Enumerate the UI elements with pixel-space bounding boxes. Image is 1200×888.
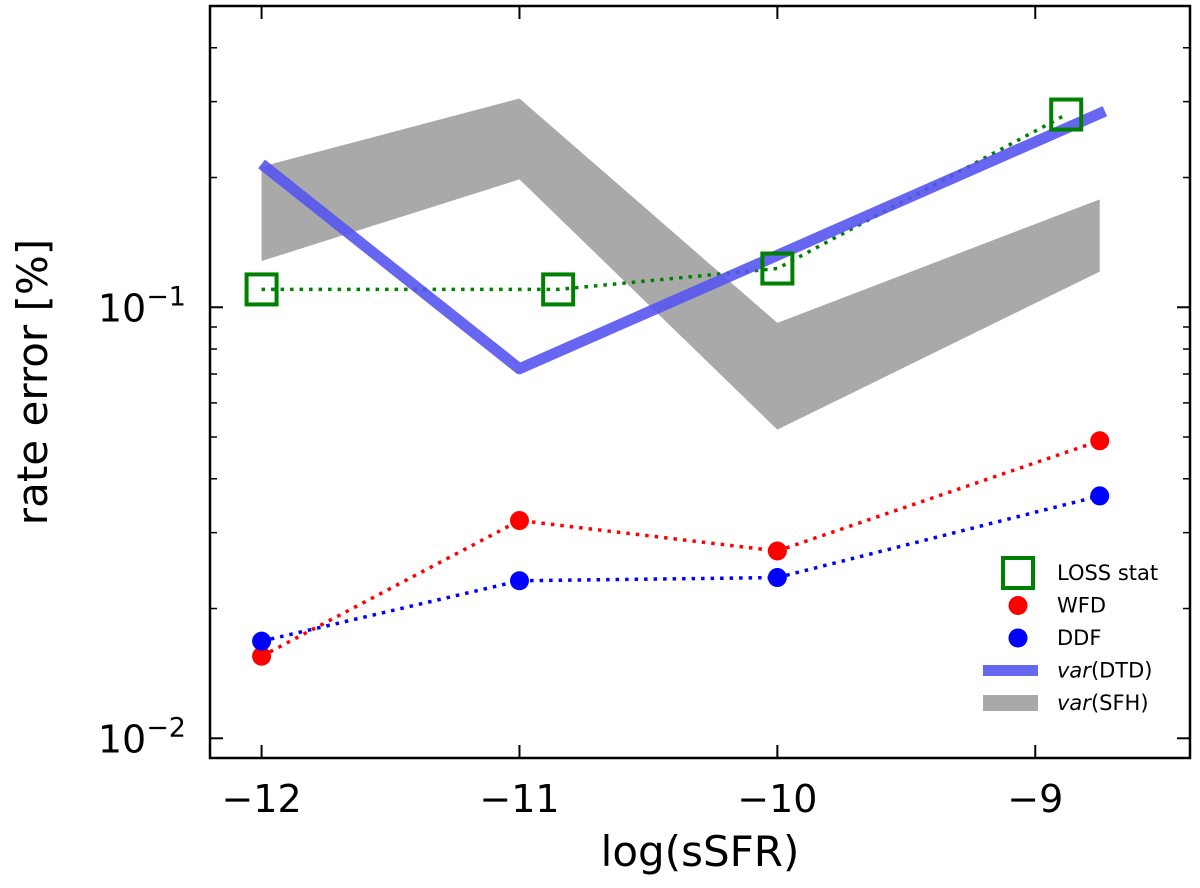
legend-var-sfh-label: var(SFH) xyxy=(1057,691,1149,715)
var-sfh-band xyxy=(261,98,1100,430)
var-dtd-line xyxy=(258,106,1108,375)
ddf-point xyxy=(1090,486,1110,506)
ddf-point xyxy=(767,568,787,588)
ddf-point xyxy=(509,571,529,591)
loss-stat-point xyxy=(541,272,576,307)
y-tick-label: 10−2 xyxy=(98,712,186,761)
legend-var-dtd-label: var(DTD) xyxy=(1057,659,1153,683)
x-tick-label: −10 xyxy=(737,777,817,821)
series-line-layer xyxy=(258,106,1108,658)
wfd-point xyxy=(252,646,272,666)
ddf-line xyxy=(261,494,1101,643)
legend-var-sfh-swatch xyxy=(983,695,1038,711)
loss-stat-point xyxy=(1049,97,1084,132)
y-axis-label: rate error [%] xyxy=(8,239,57,525)
loss-stat-point xyxy=(244,272,279,307)
legend: LOSS stat WFD DDF var(DTD) var(SFH) xyxy=(983,556,1158,715)
legend-loss-stat-swatch xyxy=(1001,556,1035,590)
legend-wfd-swatch xyxy=(1008,596,1028,615)
x-tick-label: −12 xyxy=(221,777,301,821)
ddf-point xyxy=(252,631,272,651)
loss-stat-point xyxy=(760,251,795,286)
y-tick-label: 10−1 xyxy=(98,281,186,330)
sfh-band-layer xyxy=(261,98,1100,430)
tick-layer: −12 −11 −10 −9 10−1 10−2 xyxy=(98,6,1190,821)
wfd-point xyxy=(767,541,787,561)
x-axis-label: log(sSFR) xyxy=(601,827,800,876)
marker-layer xyxy=(244,97,1110,666)
wfd-point xyxy=(509,511,529,531)
legend-wfd-label: WFD xyxy=(1057,594,1106,618)
wfd-line xyxy=(260,439,1101,658)
x-tick-label: −11 xyxy=(479,777,559,821)
x-tick-label: −9 xyxy=(1007,777,1063,821)
legend-ddf-label: DDF xyxy=(1057,626,1101,650)
legend-ddf-swatch xyxy=(1008,628,1028,648)
legend-loss-stat-label: LOSS stat xyxy=(1057,561,1158,585)
plot-frame xyxy=(208,4,1192,760)
wfd-point xyxy=(1090,431,1110,451)
